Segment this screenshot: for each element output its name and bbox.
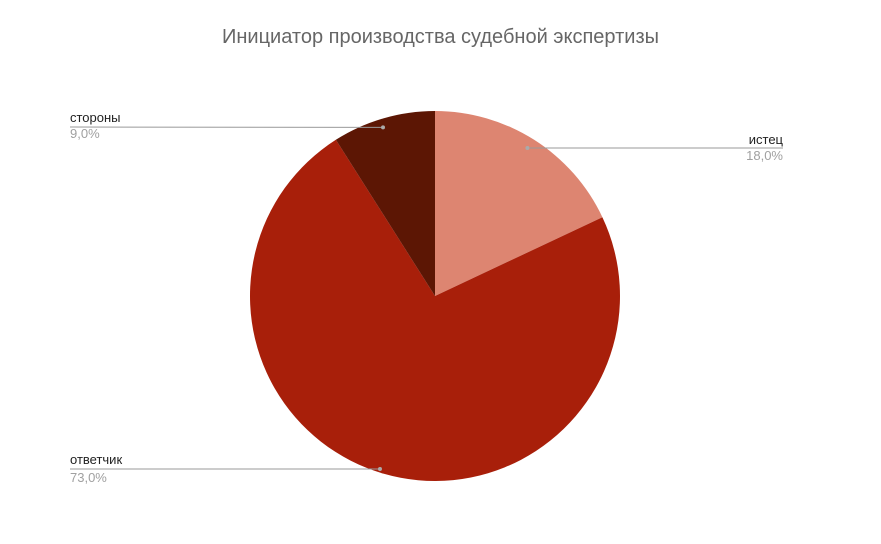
svg-text:18,0%: 18,0%	[746, 148, 783, 163]
svg-text:73,0%: 73,0%	[70, 470, 107, 485]
svg-text:ответчик: ответчик	[70, 452, 122, 467]
svg-text:истец: истец	[749, 132, 784, 147]
svg-text:стороны: стороны	[70, 110, 121, 125]
svg-text:9,0%: 9,0%	[70, 126, 100, 141]
